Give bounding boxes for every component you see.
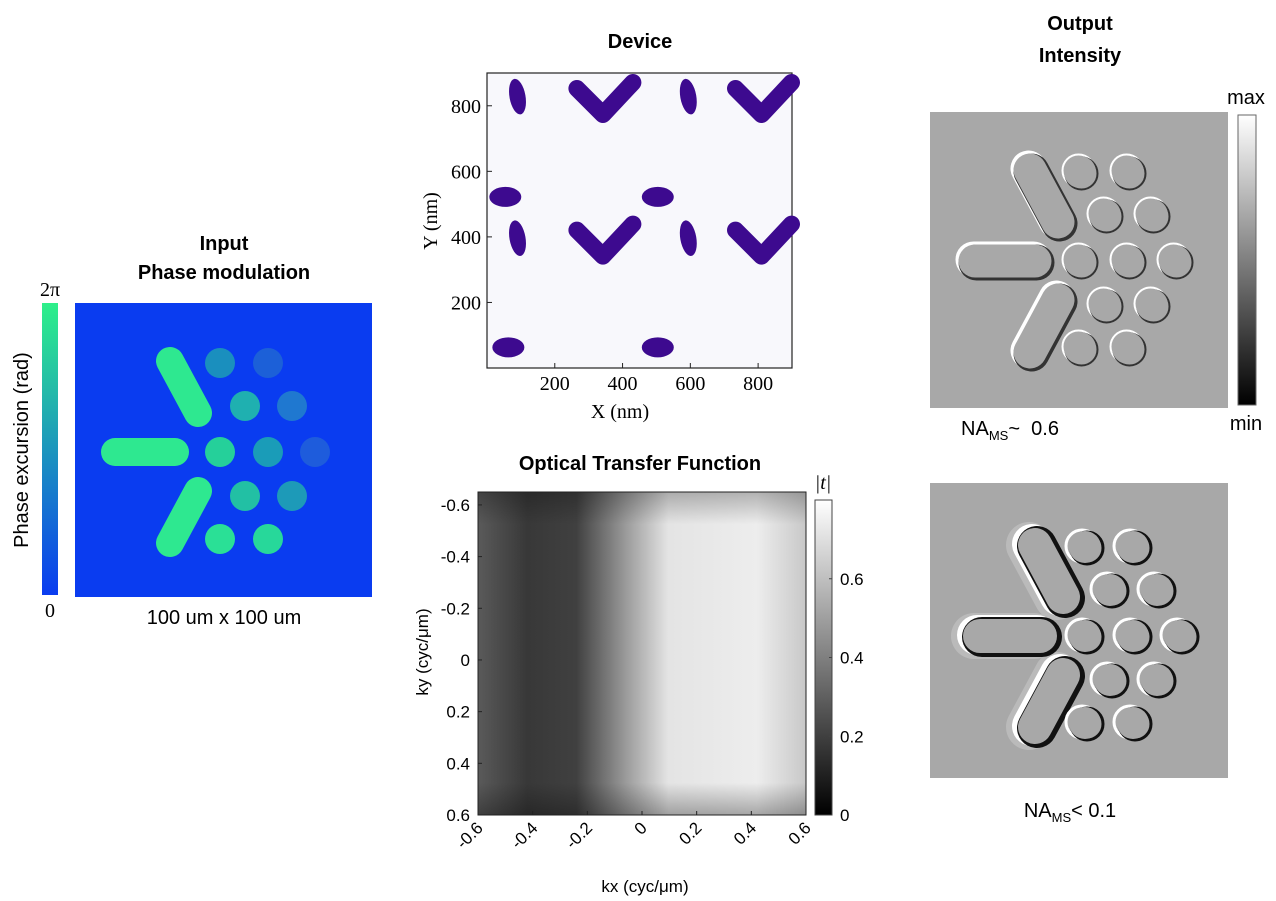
x-tick-label: 0.6 bbox=[785, 818, 815, 848]
x-tick-label: -0.4 bbox=[507, 818, 541, 852]
panel-title: Output bbox=[1047, 13, 1113, 35]
y-axis-label: Y (nm) bbox=[420, 192, 442, 250]
colorbar-max: max bbox=[1227, 87, 1265, 109]
panel-title: Input bbox=[200, 233, 249, 255]
caption-subscript: MS bbox=[1052, 810, 1072, 825]
y-tick-label: 600 bbox=[451, 161, 481, 183]
panel-title: Intensity bbox=[1039, 45, 1122, 67]
device-pillar bbox=[642, 337, 674, 357]
colorbar-label: Phase excursion (rad) bbox=[11, 352, 33, 548]
caption-symbol: NA bbox=[1024, 800, 1052, 822]
panel-title: Phase modulation bbox=[138, 262, 310, 284]
colorbar-label: |t| bbox=[815, 472, 832, 494]
y-axis-label: ky (cyc/μm) bbox=[413, 608, 432, 695]
x-tick-label: 0 bbox=[631, 818, 651, 838]
panel-title: Device bbox=[608, 31, 673, 53]
panel-title: Optical Transfer Function bbox=[519, 453, 761, 475]
caption-relation: < 0.1 bbox=[1071, 800, 1116, 822]
colorbar-tick-label: 0.6 bbox=[840, 570, 864, 589]
y-tick-label: 0 bbox=[461, 651, 470, 670]
caption-relation: ~ 0.6 bbox=[1008, 418, 1059, 440]
x-axis-label: X (nm) bbox=[591, 401, 649, 423]
caption-symbol: NA bbox=[961, 418, 989, 440]
x-tick-label: 0.2 bbox=[675, 818, 705, 848]
x-tick-label: 400 bbox=[608, 373, 638, 395]
x-tick-label: 600 bbox=[675, 373, 705, 395]
caption-subscript: MS bbox=[989, 428, 1009, 443]
y-tick-label: 0.2 bbox=[446, 703, 470, 722]
x-axis-label: kx (cyc/μm) bbox=[601, 877, 688, 896]
colorbar bbox=[42, 303, 58, 595]
x-tick-label: 0.4 bbox=[730, 818, 760, 848]
caption: 100 um x 100 um bbox=[147, 607, 302, 629]
colorbar-tick-label: 0.4 bbox=[840, 649, 864, 668]
device-pillar bbox=[642, 187, 674, 207]
y-tick-label: -0.4 bbox=[441, 548, 470, 567]
x-tick-label: 800 bbox=[743, 373, 773, 395]
device-pillar bbox=[489, 187, 521, 207]
colorbar-tick-label: 0.2 bbox=[840, 727, 864, 746]
colorbar-tick-label: 0 bbox=[840, 806, 849, 825]
figure: Input Phase modulation 2π 0 Phase excurs… bbox=[0, 0, 1276, 901]
y-tick-label: -0.6 bbox=[441, 496, 470, 515]
y-tick-label: -0.2 bbox=[441, 599, 470, 618]
y-tick-label: 400 bbox=[451, 227, 481, 249]
y-tick-label: 200 bbox=[451, 292, 481, 314]
caption: NAMS~ 0.6 bbox=[961, 418, 1059, 443]
colorbar-min: 0 bbox=[45, 600, 55, 622]
colorbar-max: 2π bbox=[40, 279, 60, 301]
otf-shading bbox=[478, 492, 806, 815]
colorbar bbox=[1238, 115, 1256, 405]
y-tick-label: 0.4 bbox=[446, 754, 470, 773]
x-tick-label: 200 bbox=[540, 373, 570, 395]
y-tick-label: 800 bbox=[451, 96, 481, 118]
device-pillar bbox=[492, 337, 524, 357]
x-tick-label: -0.2 bbox=[562, 818, 596, 852]
caption: NAMS< 0.1 bbox=[1024, 800, 1116, 825]
colorbar-min: min bbox=[1230, 413, 1262, 435]
y-tick-label: 0.6 bbox=[446, 806, 470, 825]
